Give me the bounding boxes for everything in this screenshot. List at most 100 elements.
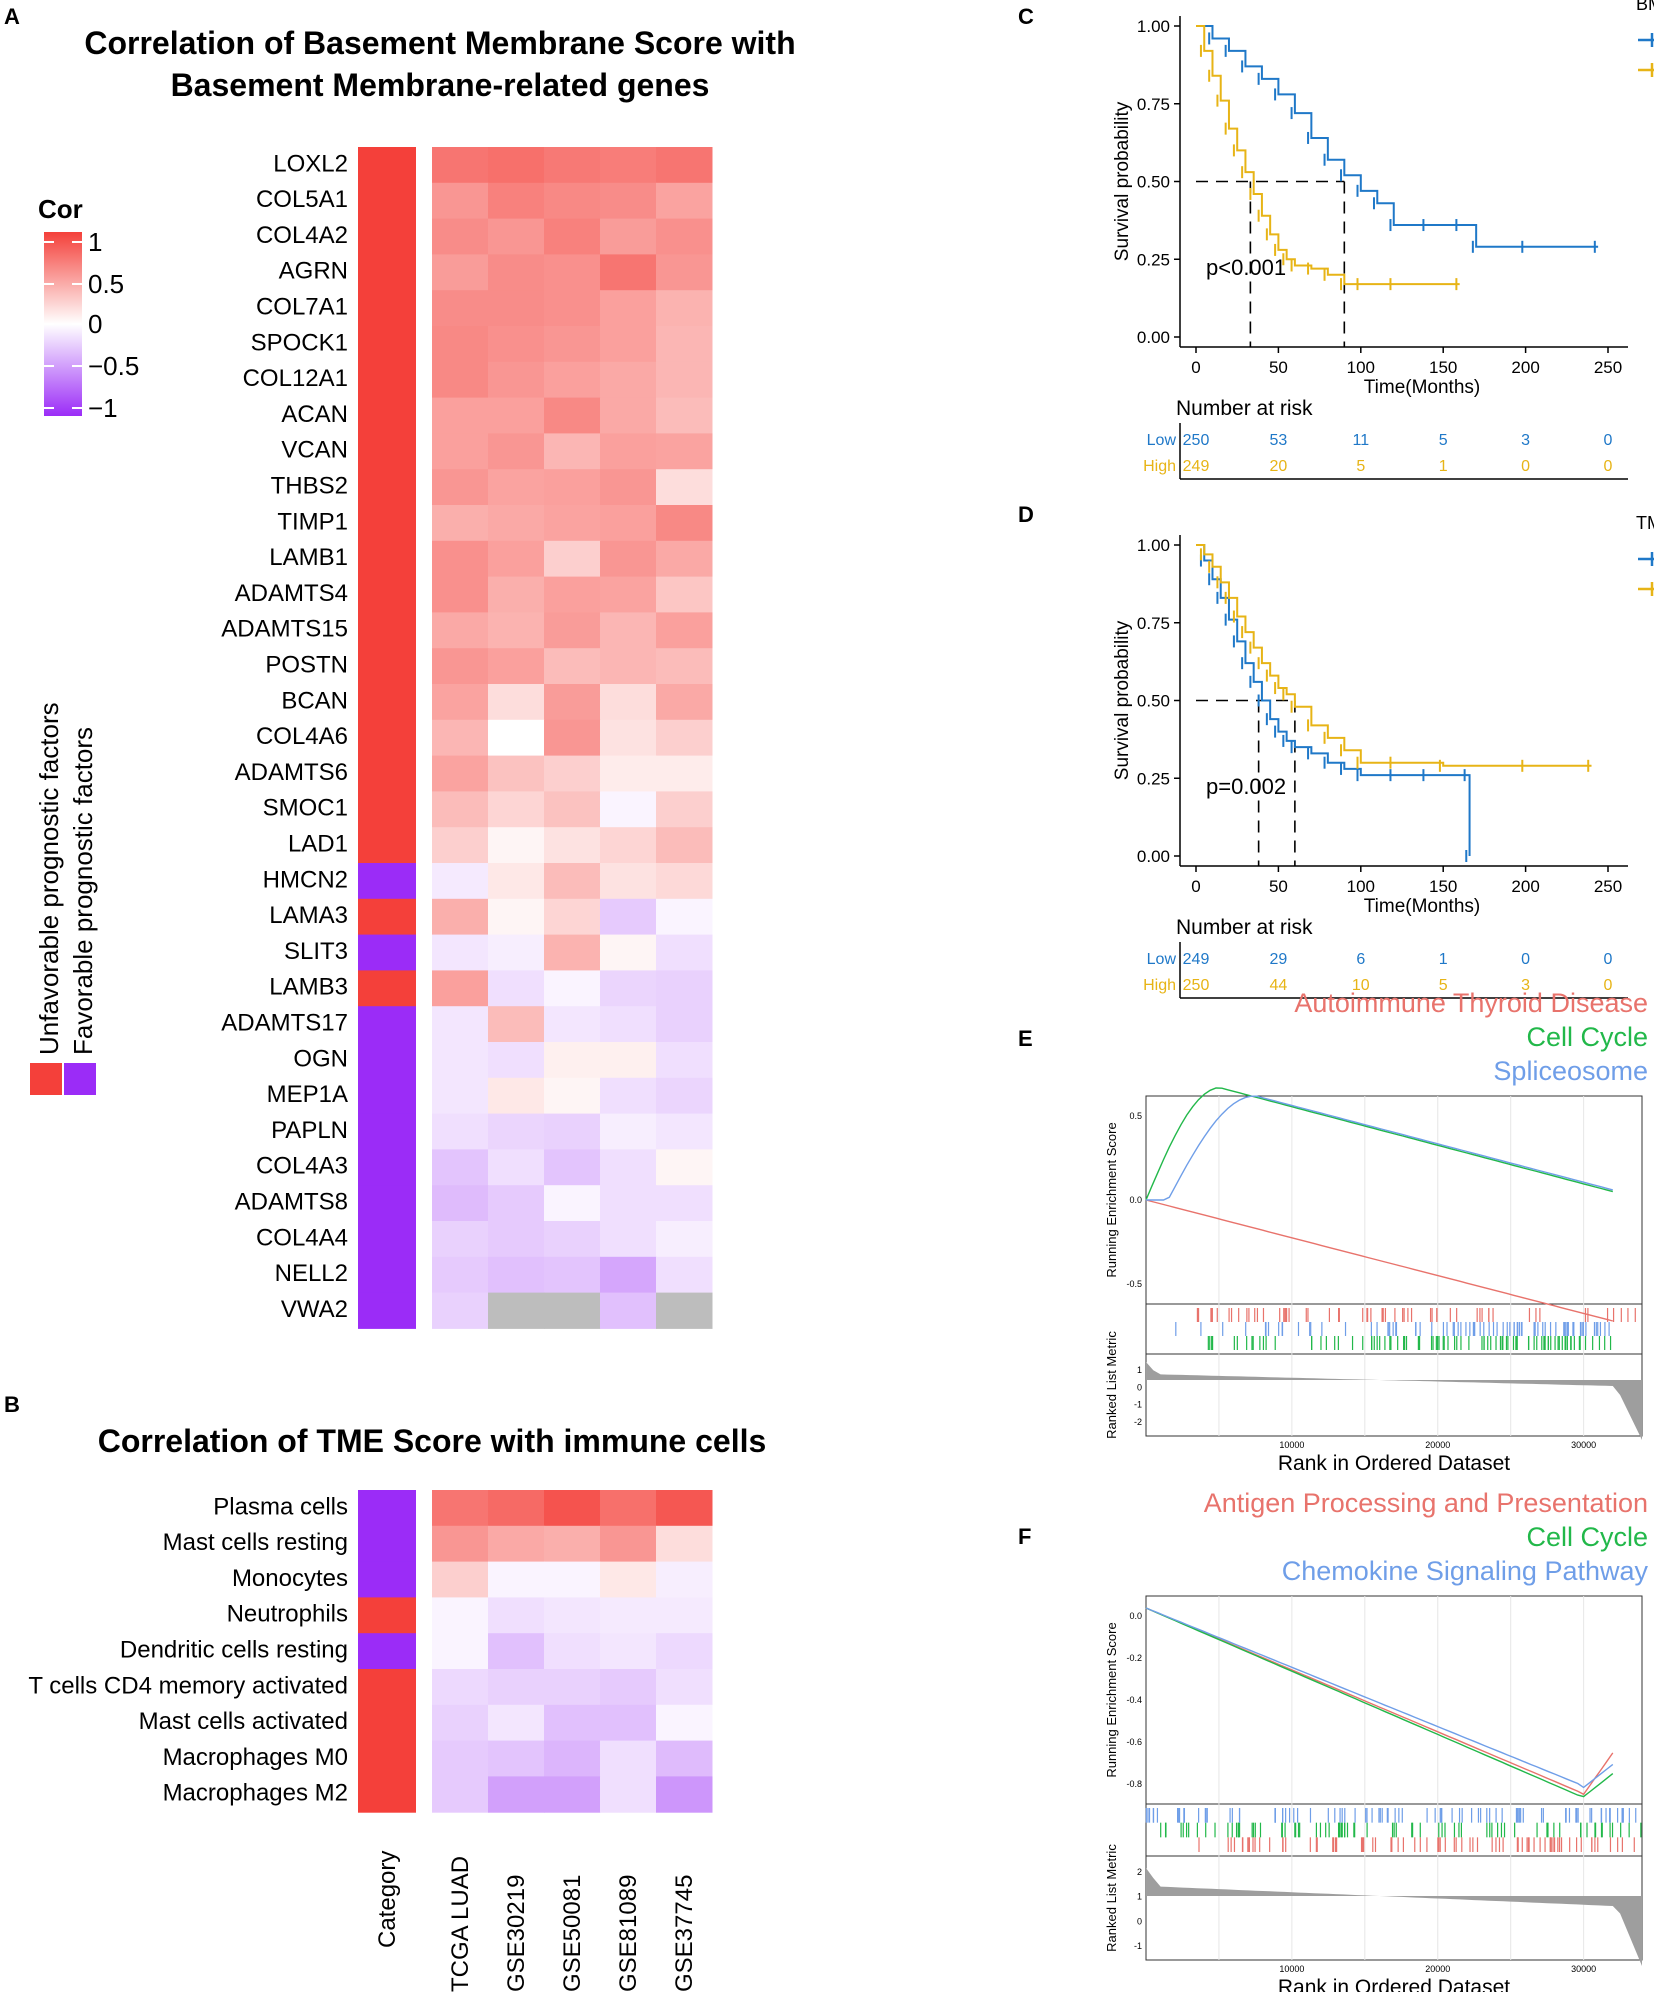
heat-cell bbox=[544, 863, 601, 900]
heat-cell bbox=[488, 1561, 545, 1598]
heat-cell bbox=[544, 1077, 601, 1115]
category-cell bbox=[358, 1740, 416, 1777]
color-legend: Cor 1 0.5 0 −0.5 −1 bbox=[38, 194, 139, 423]
row-label: SPOCK1 bbox=[251, 329, 348, 356]
heat-cell bbox=[600, 469, 657, 506]
panel-label-b: B bbox=[4, 1392, 20, 1417]
heat-cell bbox=[432, 1292, 489, 1329]
heat-cell bbox=[600, 648, 657, 685]
category-cell bbox=[358, 1185, 416, 1222]
heat-cell bbox=[432, 433, 489, 470]
heat-cell bbox=[488, 1704, 545, 1742]
colorbar-tick-label: 1 bbox=[88, 227, 102, 257]
y-tick-label-bottom: 0 bbox=[1137, 1916, 1142, 1926]
risk-value: 0 bbox=[1604, 951, 1613, 968]
category-cell bbox=[358, 1113, 416, 1150]
heat-cell bbox=[544, 505, 601, 542]
heat-cell bbox=[656, 1525, 713, 1563]
heat-cell bbox=[488, 612, 545, 649]
heat-cell bbox=[432, 1704, 489, 1742]
heat-cell bbox=[432, 1561, 489, 1598]
category-cell bbox=[358, 1256, 416, 1294]
category-cell bbox=[358, 684, 416, 721]
category-cell bbox=[358, 791, 416, 828]
row-label: LOXL2 bbox=[273, 150, 348, 177]
enrichment-curve bbox=[1145, 1199, 1613, 1322]
heat-cell bbox=[488, 1490, 545, 1527]
heat-cell bbox=[488, 505, 545, 542]
colorbar-tick-label: −0.5 bbox=[88, 351, 139, 381]
x-tick-label: 10000 bbox=[1279, 1440, 1304, 1450]
heat-cell bbox=[544, 934, 601, 971]
heat-cell bbox=[544, 1221, 601, 1258]
heat-cell bbox=[488, 791, 545, 828]
heat-cell bbox=[600, 433, 657, 470]
category-cell bbox=[358, 290, 416, 327]
risk-value: 5 bbox=[1356, 458, 1365, 475]
ranked-metric-area bbox=[1146, 1362, 1642, 1440]
heat-cell bbox=[544, 648, 601, 685]
heat-cell bbox=[600, 182, 657, 220]
panel-label-e: E bbox=[1018, 1026, 1033, 1051]
heat-cell bbox=[544, 1149, 601, 1186]
y-tick-label-top: -0.5 bbox=[1126, 1279, 1142, 1289]
heat-cell bbox=[544, 898, 601, 936]
heat-cell bbox=[488, 684, 545, 721]
heat-cell bbox=[544, 1006, 601, 1043]
heat-cell bbox=[544, 791, 601, 828]
heat-cell bbox=[544, 1740, 601, 1777]
y-axis-label-top: Running Enrichment Score bbox=[1104, 1122, 1119, 1277]
heat-cell bbox=[544, 1490, 601, 1527]
row-label: LAMB3 bbox=[269, 974, 348, 1001]
y-tick-label-bottom: -1 bbox=[1134, 1941, 1142, 1951]
heat-cell bbox=[600, 1256, 657, 1294]
row-label: LAMA3 bbox=[269, 902, 348, 929]
row-label: OGN bbox=[293, 1045, 348, 1072]
gsea-series-label: Chemokine Signaling Pathway bbox=[1282, 1556, 1649, 1586]
enrichment-curve bbox=[1145, 1607, 1614, 1798]
y-axis-label: Survival probability bbox=[1112, 101, 1133, 261]
heat-cell bbox=[656, 182, 713, 220]
risk-row-label: High bbox=[1143, 977, 1176, 994]
y-axis-label: Survival probability bbox=[1112, 620, 1133, 780]
heat-cell bbox=[544, 1113, 601, 1150]
y-tick-label-top: 0.0 bbox=[1129, 1611, 1142, 1621]
row-label: VCAN bbox=[281, 437, 348, 464]
heat-cell bbox=[656, 254, 713, 291]
p-value: p=0.002 bbox=[1206, 774, 1286, 799]
risk-value: 0 bbox=[1604, 432, 1613, 449]
y-tick-label: 0.50 bbox=[1137, 692, 1170, 711]
row-label: HMCN2 bbox=[263, 866, 348, 893]
survival-curve-high bbox=[1196, 25, 1460, 286]
column-label: TCGA LUAD bbox=[447, 1856, 474, 1992]
heat-cell bbox=[432, 147, 489, 184]
heat-cell bbox=[432, 361, 489, 399]
heatmap-a: LOXL2 COL5A1 COL4A2 AGRN COL7A1 SPOCK1 COL12A1… bbox=[221, 147, 713, 1329]
row-label: COL12A1 bbox=[243, 365, 348, 392]
heat-cell bbox=[656, 326, 713, 363]
y-tick-label-top: -0.2 bbox=[1126, 1653, 1142, 1663]
heat-cell bbox=[544, 397, 601, 434]
heat-cell bbox=[544, 612, 601, 649]
risk-table-title: Number at risk bbox=[1176, 397, 1313, 420]
heat-cell bbox=[600, 397, 657, 434]
y-tick-label-top: -0.6 bbox=[1126, 1737, 1142, 1747]
risk-value: 44 bbox=[1270, 977, 1288, 994]
x-tick-label: 50 bbox=[1269, 358, 1288, 377]
heat-cell bbox=[488, 326, 545, 363]
heat-cell bbox=[544, 326, 601, 363]
enrichment-curve bbox=[1145, 1607, 1614, 1789]
risk-value: 20 bbox=[1270, 458, 1288, 475]
enrichment-frame bbox=[1145, 1595, 1643, 1805]
x-axis-label: Rank in Ordered Dataset bbox=[1278, 1976, 1510, 1992]
risk-value: 3 bbox=[1521, 432, 1530, 449]
risk-value: 0 bbox=[1604, 458, 1613, 475]
category-cell bbox=[358, 934, 416, 971]
y-tick-label-top: -0.4 bbox=[1126, 1695, 1142, 1705]
heat-cell bbox=[544, 182, 601, 220]
panel-label-d: D bbox=[1018, 502, 1034, 527]
heat-cell bbox=[600, 791, 657, 828]
heat-cell bbox=[656, 147, 713, 184]
category-cell bbox=[358, 1292, 416, 1329]
